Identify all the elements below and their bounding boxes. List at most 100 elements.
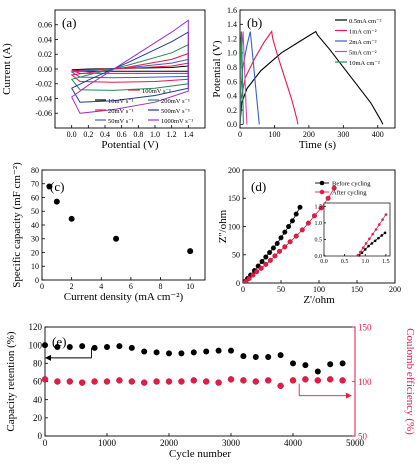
e-x-tick-label: 0 [43, 438, 48, 448]
e-retention-point [203, 348, 210, 355]
d-inset-frame [323, 202, 391, 257]
b-x-axis-label: Time (s) [299, 139, 337, 151]
e-retention-point [153, 349, 160, 356]
a-x-tick-label: 1.4 [183, 130, 193, 139]
d-y-tick-label: 200 [228, 166, 240, 175]
e-panel-label: (e) [52, 334, 66, 349]
b-y-axis-label: Potential (V) [211, 40, 223, 97]
b-gcd-curve [239, 31, 260, 125]
b-y-tick-label: 0.8 [227, 63, 237, 72]
c-x-tick-label: 0 [40, 282, 44, 291]
d-data-point [259, 259, 265, 265]
d-inset-point [356, 254, 360, 257]
b-x-tick-label: 200 [303, 130, 315, 139]
e-efficiency-point [41, 376, 49, 383]
d-x-tick-label: 200 [389, 285, 401, 294]
b-y-tick-label: 1.4 [227, 20, 237, 29]
e-retention-point [339, 360, 346, 367]
e-efficiency-point [265, 377, 272, 384]
a-y-tick-label: -0.02 [35, 80, 52, 89]
d-inset-x-tick-label: 0.0 [320, 259, 328, 265]
e-efficiency-point [178, 378, 185, 385]
b-legend-label: 2mA cm⁻² [349, 39, 377, 46]
e-retention-point [79, 343, 86, 350]
e-x-axis-label: Cycle number [169, 448, 231, 460]
e-efficiency-point [240, 377, 247, 384]
c-y-tick-label: 20 [31, 248, 39, 257]
e-y-axis-label: Capacity retention (%) [5, 331, 17, 432]
d-data-point [263, 254, 269, 260]
e-retention-point [128, 344, 135, 351]
d-inset-y-tick-label: 1.0 [315, 221, 323, 227]
d-panel-label: (d) [251, 179, 266, 194]
d-data-point [282, 244, 288, 250]
e-retention-point [91, 344, 98, 351]
a-x-tick-label: 0.4 [100, 130, 110, 139]
e-x-tick-label: 1000 [98, 438, 117, 448]
d-inset-point [377, 236, 380, 240]
c-y-tick-label: 70 [31, 180, 39, 189]
b-panel-label: (b) [247, 15, 262, 30]
d-inset-point [359, 250, 362, 254]
a-legend-label: 500mV s⁻¹ [161, 108, 190, 115]
b-legend-label: 1mA cm⁻² [349, 29, 377, 36]
d-data-point [293, 211, 299, 217]
a-y-tick-label: 0.04 [38, 35, 52, 44]
a-y-axis-label: Current (A) [1, 43, 13, 95]
d-data-point [289, 218, 295, 224]
e-y-tick-label: 0 [38, 431, 43, 441]
d-data-point [254, 269, 260, 275]
d-data-point [276, 248, 282, 254]
d-series [243, 204, 303, 283]
e-retention-point [178, 350, 185, 357]
d-data-point [325, 195, 331, 201]
e-x-tick-label: 5000 [346, 438, 365, 448]
a-x-tick-label: 0.6 [117, 130, 127, 139]
panel-b: 0 100 200 300 400 0.0 0.2 0.4 0.6 0.8 1.0 1.2 1.4 1.6… [211, 6, 396, 151]
d-inset-point [380, 234, 384, 237]
a-legend-label: 100mV s⁻¹ [142, 88, 171, 95]
d-inset-y-tick-label: 0.0 [315, 254, 323, 260]
e-y-tick-label: 40 [33, 395, 43, 405]
c-data-point [53, 198, 60, 205]
e-retention-point [215, 347, 222, 354]
b-y-tick-label: 0.6 [227, 77, 237, 86]
d-data-point [270, 245, 276, 251]
d-y-tick-label: 50 [232, 251, 240, 260]
d-x-tick-label: 100 [313, 285, 325, 294]
c-panel-label: (c) [50, 179, 64, 194]
e-y-tick-label: 20 [33, 413, 43, 423]
d-x-tick-label: 0 [241, 285, 245, 294]
b-legend-label: 0.5mA cm⁻² [349, 18, 382, 25]
b-y-tick-label: 0.2 [227, 106, 237, 115]
panel-c: 0 2 4 6 8 10 0 10 20 30 40 50 60 70 80 Current density … [11, 162, 206, 303]
d-y-tick-label: 0 [236, 279, 240, 288]
b-legend-label: 10mA cm⁻² [349, 60, 380, 67]
e-efficiency-point [91, 378, 98, 385]
e-retention-point [42, 342, 48, 349]
e-retention-point [327, 361, 334, 368]
a-legend-label: 10mV s⁻¹ [108, 98, 134, 105]
d-inset-point [364, 242, 368, 245]
a-y-tick-label: -0.06 [35, 109, 52, 118]
e-efficiency-point [78, 379, 86, 386]
d-inset-x-tick-label: 1.5 [382, 259, 390, 265]
c-y-tick-label: 30 [31, 235, 39, 244]
b-gcd-curve [239, 31, 244, 125]
e-retention-point [277, 352, 284, 359]
d-inset-point [368, 237, 371, 241]
e-efficiency-point [165, 378, 173, 385]
b-legend-label: 5mA cm⁻² [349, 50, 377, 57]
a-panel-label: (a) [62, 15, 76, 30]
c-data-point [113, 235, 120, 242]
d-x-tick-label: 50 [277, 285, 285, 294]
c-y-tick-label: 10 [31, 262, 39, 271]
e-efficiency-point [227, 376, 235, 383]
c-x-tick-label: 2 [70, 282, 74, 291]
e-retention-point [240, 353, 247, 360]
b-gcd-curve [239, 30, 299, 125]
e-retention-point [302, 362, 309, 369]
a-legend-label: 1000mV s⁻¹ [161, 118, 193, 125]
d-inset-point [374, 228, 378, 231]
a-cv-curve [71, 19, 189, 114]
